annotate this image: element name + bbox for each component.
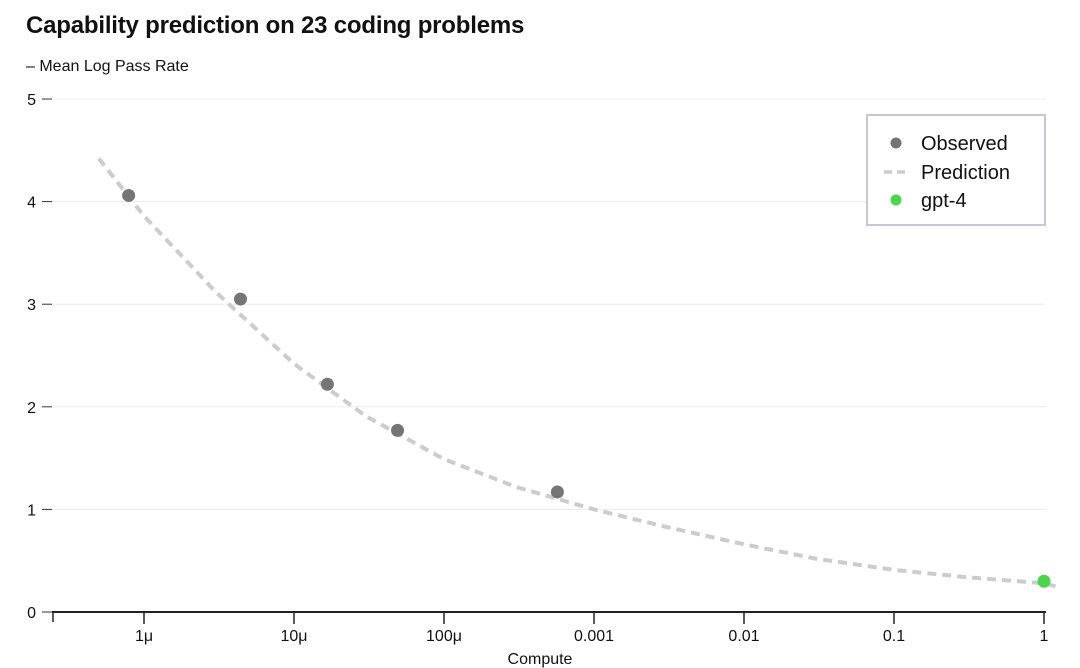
y-tick-label: 4 [27, 195, 36, 212]
y-tick-label: 5 [27, 92, 36, 109]
x-tick-label: 0.01 [728, 628, 759, 645]
legend-label: gpt-4 [921, 190, 967, 212]
series-layer [97, 157, 1057, 589]
legend-label: Prediction [921, 162, 1010, 184]
legend-marker [890, 194, 902, 206]
x-tick-label: 1 [1040, 628, 1049, 645]
x-tick-label: 1μ [135, 628, 153, 645]
x-axis: 1μ 10μ 100μ 0.001 0.01 0.1 1 [52, 611, 1049, 645]
y-tick-label: 0 [27, 605, 36, 622]
x-tick-label: 0.1 [883, 628, 905, 645]
y-axis: 0 1 2 3 4 5 [27, 92, 52, 622]
observed-point [122, 188, 136, 202]
observed-point [391, 423, 405, 437]
y-tick-label: 3 [27, 297, 36, 314]
x-axis-label: Compute [508, 651, 573, 668]
legend: Observed Prediction gpt-4 [866, 114, 1046, 226]
y-tick-label: 1 [27, 502, 36, 519]
x-tick-label: 10μ [280, 628, 307, 645]
x-tick-label: 0.001 [574, 628, 614, 645]
y-tick-label: 2 [27, 400, 36, 417]
prediction-line [97, 157, 1057, 589]
observed-point [550, 485, 564, 499]
chart-title: Capability prediction on 23 coding probl… [26, 12, 525, 39]
x-tick-label: 100μ [426, 628, 462, 645]
observed-point [234, 292, 248, 306]
legend-box [866, 114, 1046, 226]
gpt4-point [1037, 574, 1051, 588]
legend-marker [890, 137, 902, 149]
legend-label: Observed [921, 133, 1008, 155]
observed-point [320, 377, 334, 391]
y-axis-label: – Mean Log Pass Rate [26, 58, 189, 75]
